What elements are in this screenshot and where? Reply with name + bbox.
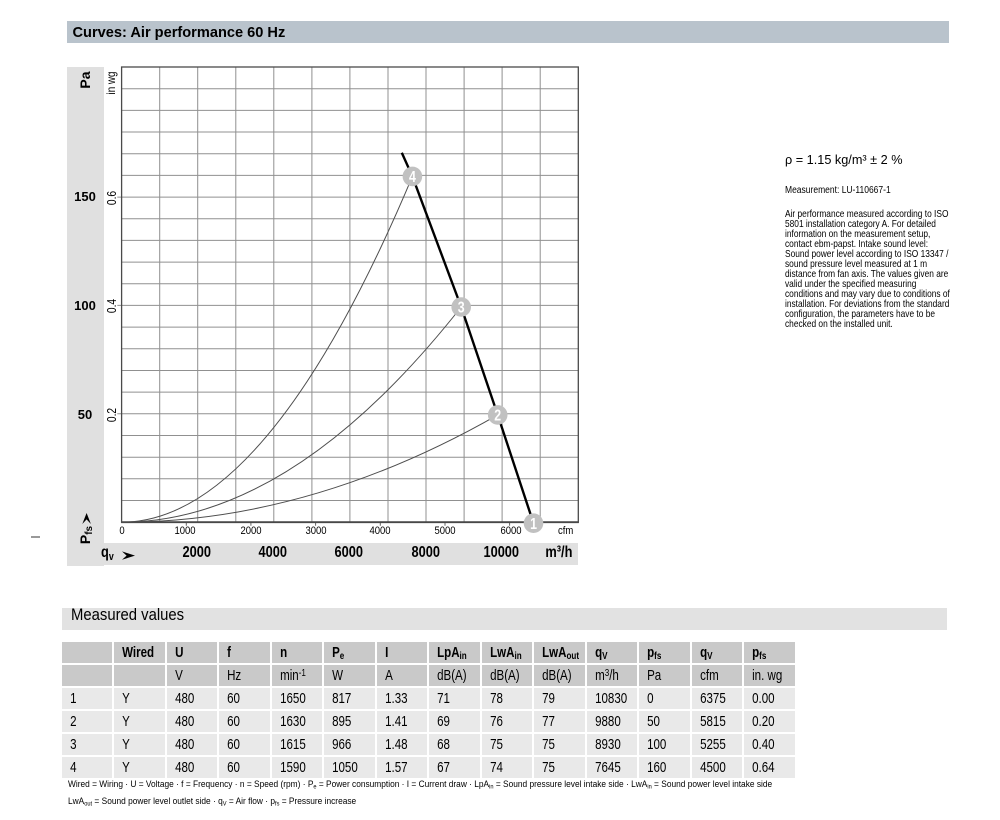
- svg-text:1: 1: [530, 514, 537, 532]
- svg-text:2: 2: [494, 406, 501, 424]
- svg-text:4: 4: [409, 168, 416, 186]
- svg-text:3: 3: [458, 298, 465, 316]
